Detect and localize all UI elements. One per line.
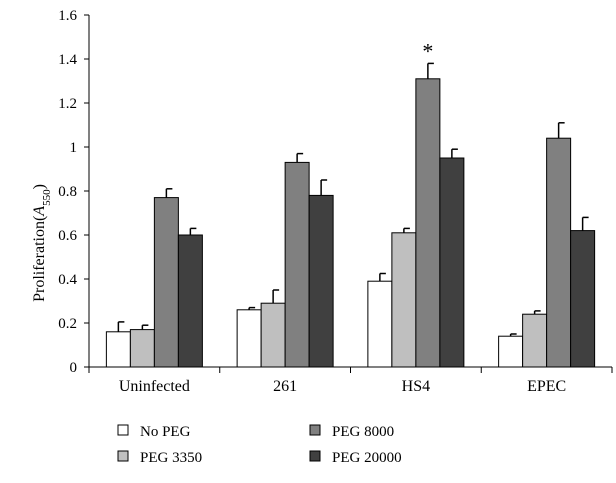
- y-tick-label: 1.4: [58, 52, 77, 68]
- legend-swatch: [117, 450, 129, 462]
- y-axis-label-var: A: [31, 206, 48, 217]
- bar: [439, 157, 465, 368]
- y-axis-label-subscript: 550: [41, 189, 53, 206]
- y-axis-label: Proliferation(A550): [31, 184, 53, 302]
- bar: [260, 302, 286, 368]
- y-tick-label: 0.4: [58, 272, 77, 288]
- y-tick-label: 1: [70, 140, 78, 156]
- y-tick-label: 0.6: [58, 228, 77, 244]
- bar: [391, 232, 417, 368]
- legend-swatch: [309, 424, 321, 436]
- legend-label: PEG 3350: [140, 450, 202, 466]
- bar: [367, 280, 393, 368]
- y-tick-label: 0.2: [58, 316, 77, 332]
- bar: [177, 234, 203, 368]
- bar: [129, 329, 155, 368]
- bars: [105, 62, 596, 368]
- y-tick-label: 1.2: [58, 96, 77, 112]
- y-tick-label: 0: [70, 360, 78, 376]
- y-tick-label: 0.8: [58, 184, 77, 200]
- x-tick-label: 261: [273, 378, 297, 395]
- x-axis: Uninfected 261 HS4 EPEC: [88, 366, 613, 395]
- bar: [284, 161, 310, 368]
- bar: [308, 194, 334, 368]
- significance-marker: *: [422, 38, 433, 63]
- bar: [570, 230, 596, 368]
- bar: [415, 78, 441, 368]
- legend-swatch: [117, 424, 129, 436]
- legend: No PEG PEG 3350 PEG 8000 PEG 20000: [117, 424, 402, 466]
- y-tick-label: 1.6: [58, 8, 77, 24]
- legend-label: No PEG: [140, 424, 191, 440]
- annotations: *: [422, 38, 433, 63]
- legend-label: PEG 20000: [332, 450, 402, 466]
- bar: [522, 313, 548, 368]
- legend-label: PEG 8000: [332, 424, 394, 440]
- bar: [498, 335, 524, 368]
- bar: [153, 197, 179, 368]
- x-tick-label: HS4: [402, 378, 430, 395]
- legend-swatch: [309, 450, 321, 462]
- bar: [546, 137, 572, 368]
- bar: [236, 309, 262, 368]
- x-tick-label: Uninfected: [119, 378, 190, 395]
- x-tick-label: EPEC: [527, 378, 566, 395]
- y-axis: 0 0.2 0.4 0.6 0.8 1 1.2 1.4 1.6: [58, 8, 90, 376]
- bar: [105, 331, 131, 368]
- y-axis-label-text: Proliferation: [31, 221, 48, 302]
